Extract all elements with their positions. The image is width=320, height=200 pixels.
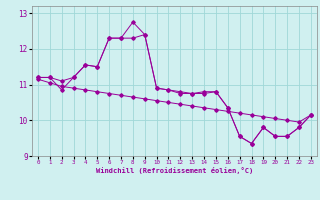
X-axis label: Windchill (Refroidissement éolien,°C): Windchill (Refroidissement éolien,°C) [96, 167, 253, 174]
